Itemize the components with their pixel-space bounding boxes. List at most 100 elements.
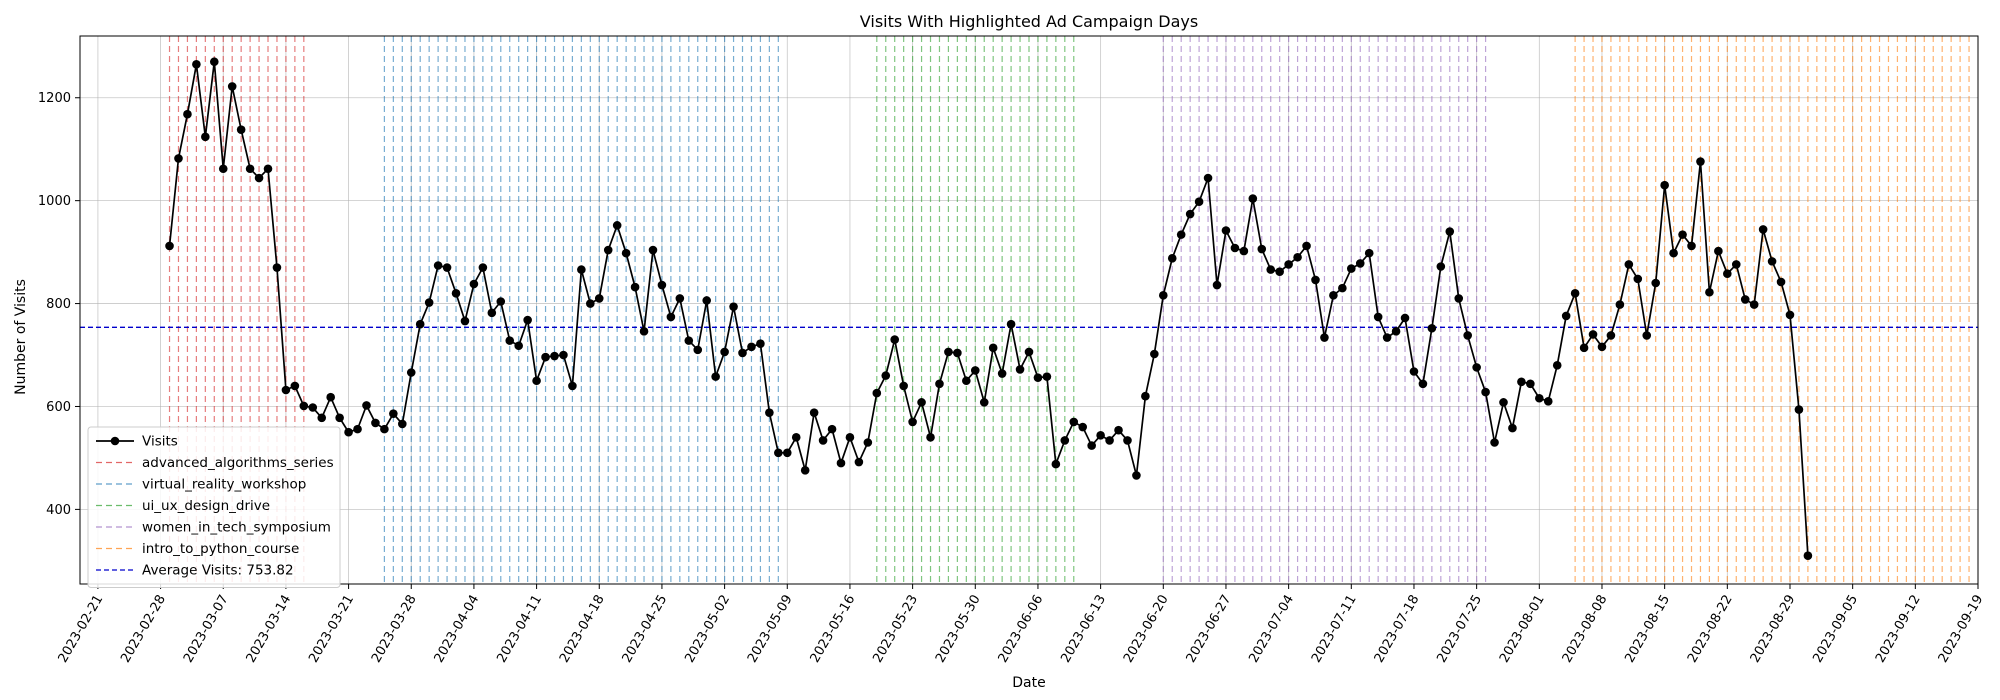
visits-point bbox=[1570, 288, 1580, 298]
visits-point bbox=[702, 296, 711, 305]
visits-point bbox=[1194, 197, 1204, 206]
visits-point bbox=[1051, 459, 1061, 469]
visits-point bbox=[1552, 361, 1562, 370]
visits-point bbox=[899, 381, 908, 391]
visits-point bbox=[1302, 241, 1311, 251]
visits-point bbox=[1543, 397, 1553, 406]
visits-point bbox=[1669, 248, 1678, 258]
visits-point bbox=[1651, 278, 1660, 288]
visits-point bbox=[317, 413, 327, 423]
visits-point bbox=[1803, 551, 1813, 560]
visits-point bbox=[1203, 173, 1213, 183]
legend-label: intro_to_python_course bbox=[142, 541, 299, 557]
visits-point bbox=[1141, 391, 1150, 401]
visits-point bbox=[917, 398, 926, 407]
visits-point bbox=[1167, 253, 1177, 263]
visits-point bbox=[460, 316, 470, 326]
visits-point bbox=[1660, 180, 1669, 190]
visits-point bbox=[774, 448, 783, 458]
visits-point bbox=[1588, 330, 1598, 339]
visits-point bbox=[935, 379, 944, 389]
visits-point bbox=[272, 263, 282, 272]
visits-point bbox=[997, 369, 1007, 378]
visits-point bbox=[1266, 265, 1276, 274]
visits-point bbox=[657, 280, 667, 290]
visits-point bbox=[1427, 323, 1437, 333]
visits-point bbox=[603, 245, 613, 255]
visits-point bbox=[227, 82, 237, 91]
visits-point bbox=[415, 319, 425, 329]
visits-point bbox=[1311, 275, 1320, 285]
visits-point bbox=[1481, 387, 1490, 397]
visits-point bbox=[1472, 363, 1481, 372]
visits-point bbox=[666, 312, 676, 322]
x-axis-label: Date bbox=[1012, 675, 1045, 691]
visits-point bbox=[371, 418, 380, 428]
visits-point bbox=[1409, 367, 1419, 376]
visits-point bbox=[1150, 349, 1159, 359]
visits-point bbox=[1687, 241, 1696, 251]
visits-point bbox=[487, 308, 497, 318]
visits-point bbox=[344, 427, 353, 437]
visits-point bbox=[1382, 333, 1392, 342]
visits-point bbox=[442, 263, 452, 272]
visits-point bbox=[791, 433, 801, 442]
visits-point bbox=[1284, 260, 1293, 269]
visits-point bbox=[183, 109, 192, 119]
visits-point bbox=[1176, 230, 1186, 239]
visits-point bbox=[1293, 252, 1302, 262]
visits-point bbox=[944, 347, 953, 357]
visits-point bbox=[1373, 312, 1383, 322]
visits-point bbox=[648, 245, 658, 255]
visits-point bbox=[541, 352, 550, 362]
visits-point bbox=[550, 351, 559, 361]
visits-point bbox=[532, 376, 541, 386]
visits-point bbox=[881, 371, 891, 380]
visits-point bbox=[478, 263, 488, 272]
legend-label: Average Visits: 753.82 bbox=[142, 563, 294, 579]
visits-point bbox=[1212, 280, 1222, 290]
visits-point bbox=[1499, 398, 1508, 407]
visits-point bbox=[926, 433, 935, 442]
visits-point bbox=[1454, 294, 1464, 303]
visits-point bbox=[1436, 262, 1446, 271]
legend-visits-marker bbox=[110, 436, 120, 446]
visits-point bbox=[693, 345, 703, 355]
visits-point bbox=[908, 417, 917, 427]
visits-point bbox=[568, 381, 577, 391]
visits-point bbox=[1221, 226, 1231, 235]
y-tick-label: 1000 bbox=[38, 194, 71, 209]
visits-point bbox=[1006, 319, 1016, 329]
visits-point bbox=[559, 350, 568, 360]
visits-point bbox=[1794, 405, 1804, 414]
visits-point bbox=[1015, 365, 1025, 374]
visits-line bbox=[168, 61, 1809, 556]
visits-point bbox=[738, 348, 747, 358]
visits-point bbox=[1633, 274, 1643, 284]
visits-point bbox=[1355, 259, 1365, 268]
visits-point bbox=[263, 164, 273, 174]
visits-point bbox=[1320, 333, 1329, 342]
visits-point bbox=[335, 413, 344, 423]
visits-point bbox=[514, 341, 523, 351]
visits-point bbox=[1445, 227, 1455, 236]
plot-frame bbox=[79, 35, 1979, 585]
visits-point bbox=[800, 465, 810, 475]
visits-point bbox=[1078, 422, 1088, 432]
visits-point bbox=[201, 132, 210, 142]
visits-point bbox=[1714, 246, 1723, 256]
visits-point bbox=[1678, 230, 1687, 239]
visits-point bbox=[424, 298, 434, 307]
visits-point bbox=[1615, 300, 1625, 309]
visits-point bbox=[254, 173, 264, 183]
visits-point bbox=[398, 419, 407, 429]
visits-point bbox=[1132, 471, 1141, 480]
visits-point bbox=[209, 57, 219, 67]
y-tick-label: 800 bbox=[46, 297, 71, 312]
visits-point bbox=[1060, 436, 1070, 445]
visits-point bbox=[281, 385, 291, 395]
visits-point bbox=[1705, 287, 1714, 297]
visits-point bbox=[326, 392, 335, 402]
visits-point bbox=[451, 288, 461, 298]
legend-label: Visits bbox=[142, 434, 178, 450]
